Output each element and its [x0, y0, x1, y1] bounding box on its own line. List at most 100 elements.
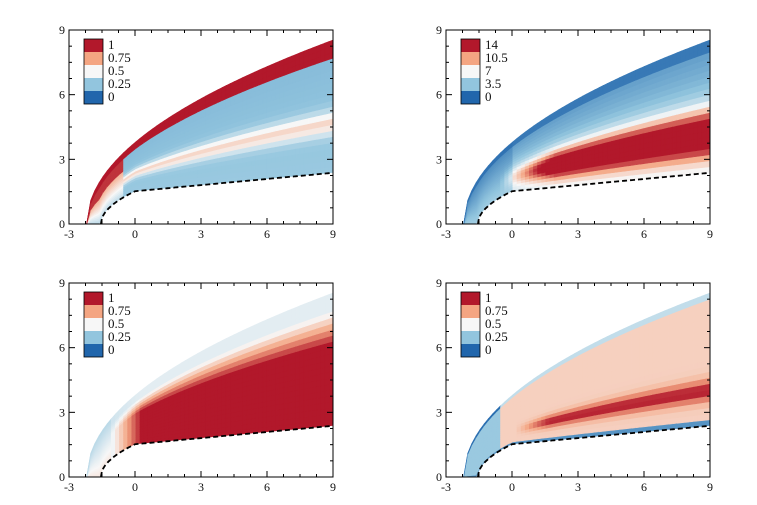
legend-swatch: [84, 331, 103, 344]
contour-cell: [672, 52, 678, 61]
contour-cell: [271, 162, 276, 169]
y-tick-label: 9: [436, 23, 442, 37]
legend-label: 1: [108, 37, 115, 52]
contour-cell: [242, 423, 248, 430]
contour-cell: [258, 168, 264, 176]
contour-cell: [320, 161, 326, 169]
contour-cell: [324, 395, 330, 404]
contour-cell: [320, 42, 326, 52]
contour-cell: [643, 157, 649, 164]
contour-cell: [266, 420, 272, 428]
contour-cell: [631, 164, 637, 171]
contour-cell: [676, 146, 682, 154]
contour-cell: [705, 166, 710, 174]
contour-cell: [701, 142, 707, 151]
contour-cell: [685, 133, 690, 142]
contour-cell: [279, 408, 285, 416]
body-region: [446, 172, 710, 224]
contour-cell: [701, 136, 707, 145]
contour-cell: [705, 118, 710, 126]
legend-frame: [83, 38, 104, 105]
contour-cell: [705, 57, 710, 66]
contour-cell: [672, 153, 678, 160]
contour-cell: [328, 383, 333, 391]
body-region: [69, 425, 333, 477]
contour-cell: [680, 140, 686, 148]
contour-cell: [312, 403, 317, 411]
contour-cell: [668, 153, 674, 161]
contour-cell: [328, 371, 333, 379]
contour-cell: [308, 157, 313, 165]
contour-cell: [627, 169, 633, 176]
contour-cell: [685, 47, 690, 56]
contour-cell: [246, 170, 252, 177]
legend-label: 7: [485, 63, 492, 78]
contour-cell: [680, 146, 686, 154]
contour-cell: [689, 133, 694, 141]
contour-cell: [262, 421, 268, 428]
contour-cell: [705, 136, 710, 144]
contour-cell: [308, 145, 313, 153]
contour-cell: [320, 390, 326, 398]
contour-cell: [316, 132, 321, 140]
contour-cell: [693, 155, 698, 164]
contour-cell: [324, 154, 330, 163]
contour-cell: [230, 172, 235, 179]
contour-cell: [320, 155, 326, 163]
contour-cell: [689, 156, 694, 164]
contour-cell: [316, 297, 321, 306]
contour-cell: [668, 164, 674, 172]
contour-cell: [303, 302, 309, 311]
contour-cell: [287, 148, 293, 156]
contour-cell: [693, 150, 698, 158]
contour-cell: [291, 159, 297, 167]
contour-cell: [705, 112, 710, 120]
contour-cell: [295, 52, 301, 61]
x-tick-label: 0: [509, 227, 515, 241]
contour-cell: [279, 413, 285, 421]
wall-line: [100, 424, 333, 477]
contour-cell: [287, 401, 293, 409]
contour-cell: [705, 124, 710, 132]
contour-cell: [295, 141, 301, 149]
legend-swatch: [84, 65, 103, 78]
contour-cell: [295, 164, 301, 172]
contour-cell: [328, 45, 333, 54]
contour-cell: [303, 393, 309, 401]
contour-cell: [607, 172, 612, 179]
contour-cell: [287, 412, 293, 420]
contour-cell: [287, 418, 293, 425]
contour-cell: [312, 392, 317, 400]
contour-cell: [299, 163, 305, 171]
contour-cell: [705, 160, 710, 168]
contour-cell: [693, 138, 698, 146]
contour-cell: [697, 137, 703, 145]
contour-cell: [689, 162, 694, 170]
contour-cell: [656, 166, 662, 173]
contour-cell: [611, 171, 616, 178]
contour-cell: [303, 157, 309, 165]
contour-cell: [328, 322, 333, 331]
contour-cell: [705, 154, 710, 162]
contour-cell: [324, 389, 330, 398]
contour-cell: [623, 170, 629, 177]
legend-swatch: [84, 39, 103, 52]
wall-line: [100, 171, 333, 224]
contour-cell: [291, 401, 297, 409]
contour-cell: [697, 131, 703, 140]
contour-cell: [328, 112, 333, 120]
contour-cell: [262, 416, 268, 423]
contour-cell: [283, 165, 289, 173]
legend-swatch: [461, 78, 480, 91]
contour-cell: [328, 63, 333, 72]
x-tick-label: 3: [575, 227, 581, 241]
contour-cell: [271, 167, 276, 174]
contour-cell: [266, 162, 272, 170]
contour-cell: [250, 169, 256, 176]
legend-swatch: [84, 78, 103, 91]
contour-cell: [328, 298, 333, 307]
contour-cell: [250, 164, 256, 172]
contour-cell: [324, 41, 330, 50]
